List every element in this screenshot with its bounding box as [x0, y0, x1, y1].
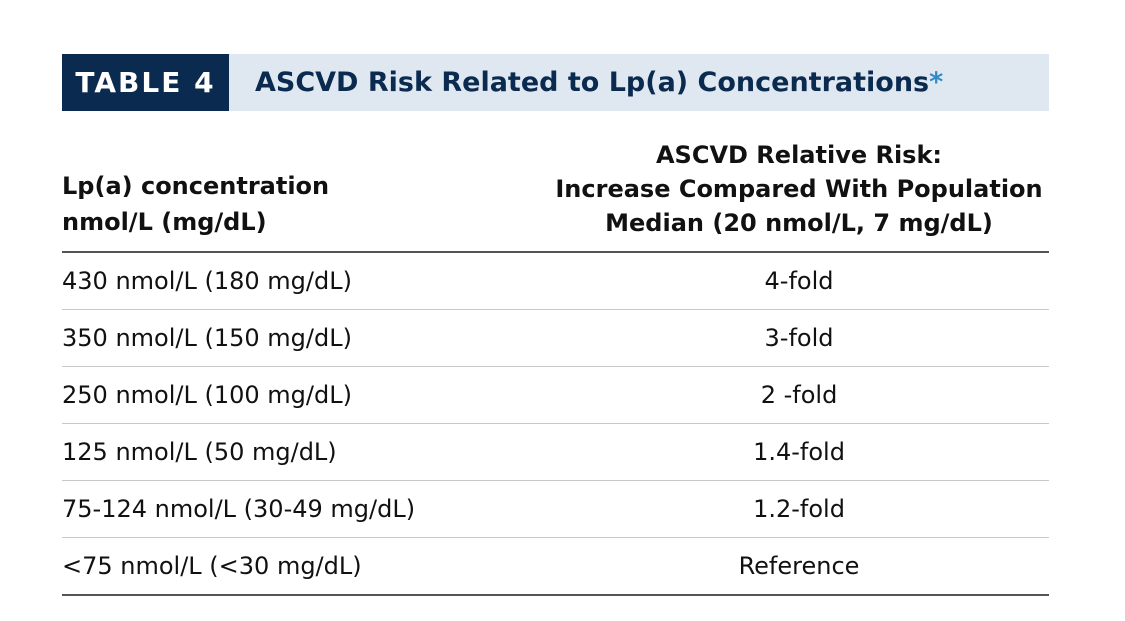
concentration-cell: <75 nmol/L (<30 mg/dL)	[62, 552, 362, 580]
concentration-cell: 125 nmol/L (50 mg/dL)	[62, 438, 337, 466]
footnote-marker: *	[929, 67, 944, 98]
concentration-cell: 350 nmol/L (150 mg/dL)	[62, 324, 352, 352]
table-row: 75-124 nmol/L (30-49 mg/dL) 1.2-fold	[62, 481, 1049, 538]
relative-risk-cell: 2 -fold	[760, 381, 838, 409]
relative-risk-cell: 1.4-fold	[753, 438, 845, 466]
column-header-risk-line2: Increase Compared With Population	[555, 175, 1043, 203]
column-header-risk-line3: Median (20 nmol/L, 7 mg/dL)	[605, 209, 993, 237]
table-row: 350 nmol/L (150 mg/dL) 3-fold	[62, 310, 1049, 367]
relative-risk-cell: 4-fold	[764, 267, 834, 295]
column-header-relative-risk: ASCVD Relative Risk: Increase Compared W…	[549, 138, 1049, 240]
column-header-risk-line1: ASCVD Relative Risk:	[655, 141, 943, 169]
table-row: 250 nmol/L (100 mg/dL) 2 -fold	[62, 367, 1049, 424]
column-header-concentration: Lp(a) concentration nmol/L (mg/dL)	[62, 168, 329, 240]
relative-risk-cell: 3-fold	[764, 324, 834, 352]
table-number-label: TABLE 4	[62, 54, 229, 111]
column-header-concentration-line1: Lp(a) concentration	[62, 172, 330, 200]
table-title-text: ASCVD Risk Related to Lp(a) Concentratio…	[255, 67, 930, 98]
column-header-concentration-line2: nmol/L (mg/dL)	[62, 208, 267, 236]
concentration-cell: 250 nmol/L (100 mg/dL)	[62, 381, 352, 409]
concentration-cell: 430 nmol/L (180 mg/dL)	[62, 267, 352, 295]
table-row: <75 nmol/L (<30 mg/dL) Reference	[62, 538, 1049, 596]
table-row: 125 nmol/L (50 mg/dL) 1.4-fold	[62, 424, 1049, 481]
table-title-bar: TABLE 4 ASCVD Risk Related to Lp(a) Conc…	[62, 54, 1049, 111]
table-header: Lp(a) concentration nmol/L (mg/dL) ASCVD…	[62, 130, 1049, 252]
header-divider	[62, 251, 1049, 253]
relative-risk-cell: 1.2-fold	[753, 495, 845, 523]
concentration-cell: 75-124 nmol/L (30-49 mg/dL)	[62, 495, 416, 523]
table-body: 430 nmol/L (180 mg/dL) 4-fold 350 nmol/L…	[62, 253, 1049, 596]
table-row: 430 nmol/L (180 mg/dL) 4-fold	[62, 253, 1049, 310]
relative-risk-cell: Reference	[738, 552, 860, 580]
table-title: ASCVD Risk Related to Lp(a) Concentratio…	[229, 67, 943, 98]
